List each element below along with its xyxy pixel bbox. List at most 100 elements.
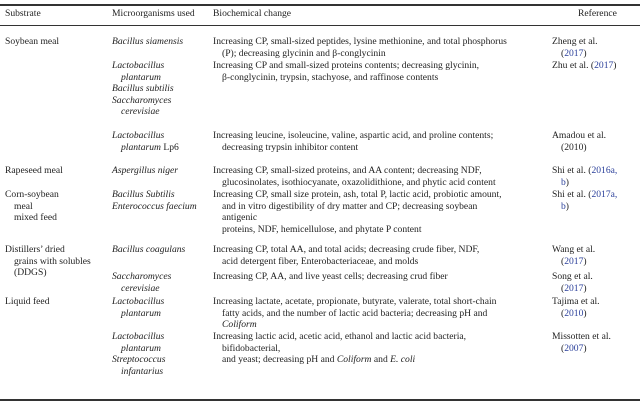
cell-line: Increasing CP, total AA, and total acids… xyxy=(213,244,479,256)
reference-year-link[interactable]: 2017 xyxy=(594,60,614,71)
reference-year-link[interactable]: 2010 xyxy=(564,307,584,319)
cell-line: (2017) xyxy=(552,256,595,268)
text-segment: ) xyxy=(583,342,587,354)
cell-line: Wang et al. xyxy=(552,244,595,256)
text-segment: ( xyxy=(561,255,565,267)
text-segment: plantarum xyxy=(121,141,161,153)
cell-line: fatty acids, and the number of lactic ac… xyxy=(213,308,496,320)
cell-change: Increasing lactic acid, acetic acid, eth… xyxy=(213,331,466,366)
reference-year-link[interactable]: b xyxy=(561,176,566,188)
cell-line: (2010) xyxy=(552,308,600,320)
cell-line: Bacillus subtilis xyxy=(112,83,174,95)
cell-line: Liquid feed xyxy=(5,296,50,307)
cell-line: Lactobacillus xyxy=(112,60,174,72)
text-segment: (P); decreasing glycinin and β-conglycin… xyxy=(222,47,386,59)
cell-line: Enterococcus faecium xyxy=(112,201,197,213)
reference-year-link[interactable]: b xyxy=(561,200,566,212)
text-segment: ) xyxy=(613,60,617,71)
text-segment: ) xyxy=(583,255,587,267)
text-segment: fatty acids, and the number of lactic ac… xyxy=(222,307,488,319)
cell-micro: Bacillus coagulans xyxy=(112,244,185,256)
reference-year-link[interactable]: 2007 xyxy=(564,342,584,354)
cell-change: Increasing leucine, isoleucine, valine, … xyxy=(213,130,493,153)
cell-line: (2017) xyxy=(552,48,598,60)
cell-micro: Bacillus siamensis xyxy=(112,36,183,48)
text-segment: Lactobacillus xyxy=(112,60,165,71)
text-segment: Increasing lactic acid, acetic acid, eth… xyxy=(213,331,467,342)
cell-line: bifidobacterial, xyxy=(213,343,466,355)
cell-line: Streptococcus xyxy=(112,354,165,366)
text-segment: Coliform xyxy=(336,354,372,366)
cell-substrate: Soybean meal xyxy=(5,36,59,48)
text-segment: ) xyxy=(565,200,569,212)
text-segment: plantarum xyxy=(121,342,161,354)
text-segment: Streptococcus xyxy=(112,354,166,366)
cell-line: Aspergillus niger xyxy=(112,165,178,177)
cell-ref: Missotten et al. (2007) xyxy=(552,331,611,354)
top-rule xyxy=(0,4,640,6)
cell-line: acid detergent fiber, Enterobacteriaceae… xyxy=(213,256,479,268)
text-segment: proteins, NDF, hemicellulose, and phytat… xyxy=(222,223,422,235)
text-segment: acid detergent fiber, Enterobacteriaceae… xyxy=(222,255,419,267)
cell-line: Lactobacillus xyxy=(112,130,179,142)
cell-change: Increasing CP, small-sized proteins, and… xyxy=(213,165,496,188)
cell-line: Corn-soybean xyxy=(5,189,59,200)
reference-year-link[interactable]: 2017 xyxy=(564,282,584,294)
cell-line: Increasing leucine, isoleucine, valine, … xyxy=(213,130,493,142)
text-segment: Increasing CP, small size protein, ash, … xyxy=(213,189,502,200)
cell-line: Shi et al. (2017a, xyxy=(552,189,617,201)
text-segment: and yeast; decreasing pH and xyxy=(222,354,337,366)
cell-line: β-conglycinin, trypsin, stachyose, and r… xyxy=(213,72,479,84)
text-segment: Increasing CP, total AA, and total acids… xyxy=(213,244,480,255)
text-segment: Aspergillus niger xyxy=(112,165,178,176)
cell-line: Increasing lactic acid, acetic acid, eth… xyxy=(213,331,466,343)
header-substrate: Substrate xyxy=(5,8,41,19)
cell-line: Bacillus Subtilis xyxy=(112,189,197,201)
cell-ref: Zheng et al. (2017) xyxy=(552,36,598,59)
cell-line: cerevisiae xyxy=(112,283,171,295)
text-segment: cerevisiae xyxy=(121,106,160,118)
reference-year-link[interactable]: 2017 xyxy=(564,47,584,59)
text-segment: Missotten et al. xyxy=(552,331,611,342)
cell-line: glucosinolates, isothiocyanate, oxazolid… xyxy=(213,177,496,189)
text-segment: and xyxy=(371,354,391,366)
header-microorganisms: Microorganisms used xyxy=(112,8,195,19)
text-segment: Amadou et al. xyxy=(552,130,607,141)
cell-ref: Tajima et al. (2010) xyxy=(552,296,600,319)
cell-line: Saccharomyces xyxy=(112,95,174,107)
cell-line: Increasing CP, small-sized proteins, and… xyxy=(213,165,496,177)
text-segment: β-conglycinin, trypsin, stachyose, and r… xyxy=(222,71,439,83)
cell-ref: Zhu et al. (2017) xyxy=(552,60,616,72)
cell-line: plantarum xyxy=(112,72,174,84)
cell-line: cerevisiae xyxy=(112,106,174,118)
text-segment: Shi et al. ( xyxy=(552,189,592,200)
text-segment: Shi et al. ( xyxy=(552,165,592,176)
cell-line: (DDGS) xyxy=(14,267,47,279)
cell-line: grains with solubles xyxy=(14,255,91,267)
text-segment: Increasing CP, AA, and live yeast cells;… xyxy=(213,271,448,282)
cell-line: Increasing CP and small-sized proteins c… xyxy=(213,60,479,72)
reference-year-link[interactable]: 2017a, xyxy=(591,189,618,200)
cell-change: Increasing CP, total AA, and total acids… xyxy=(213,244,479,267)
text-segment: ( xyxy=(561,342,565,354)
text-segment: Zheng et al. xyxy=(552,36,598,47)
text-segment: bifidobacterial, xyxy=(222,342,281,354)
text-segment: Increasing CP and small-sized proteins c… xyxy=(213,60,480,71)
cell-line: antigenic xyxy=(213,212,502,224)
cell-line: Rapeseed meal xyxy=(5,165,63,176)
text-segment: ( xyxy=(561,47,565,59)
text-segment: Saccharomyces xyxy=(112,271,172,282)
text-segment: ( xyxy=(561,307,565,319)
cell-line: b) xyxy=(552,177,617,189)
cell-micro: Aspergillus niger xyxy=(112,165,178,177)
reference-year-link[interactable]: 2016a, xyxy=(591,165,618,176)
cell-micro: Lactobacillus plantarum Streptococcus infan… xyxy=(112,331,165,377)
reference-year-link[interactable]: 2017 xyxy=(564,255,584,267)
text-segment: Increasing CP, small-sized proteins, and… xyxy=(213,165,482,176)
text-segment: cerevisiae xyxy=(121,282,160,294)
text-segment: Bacillus coagulans xyxy=(112,244,186,255)
text-segment: Song et al. xyxy=(552,271,593,282)
text-segment: Increasing leucine, isoleucine, valine, … xyxy=(213,130,494,141)
text-segment: Increasing lactate, acetate, propionate,… xyxy=(213,296,497,307)
cell-line: decreasing trypsin inhibitor content xyxy=(213,142,493,154)
